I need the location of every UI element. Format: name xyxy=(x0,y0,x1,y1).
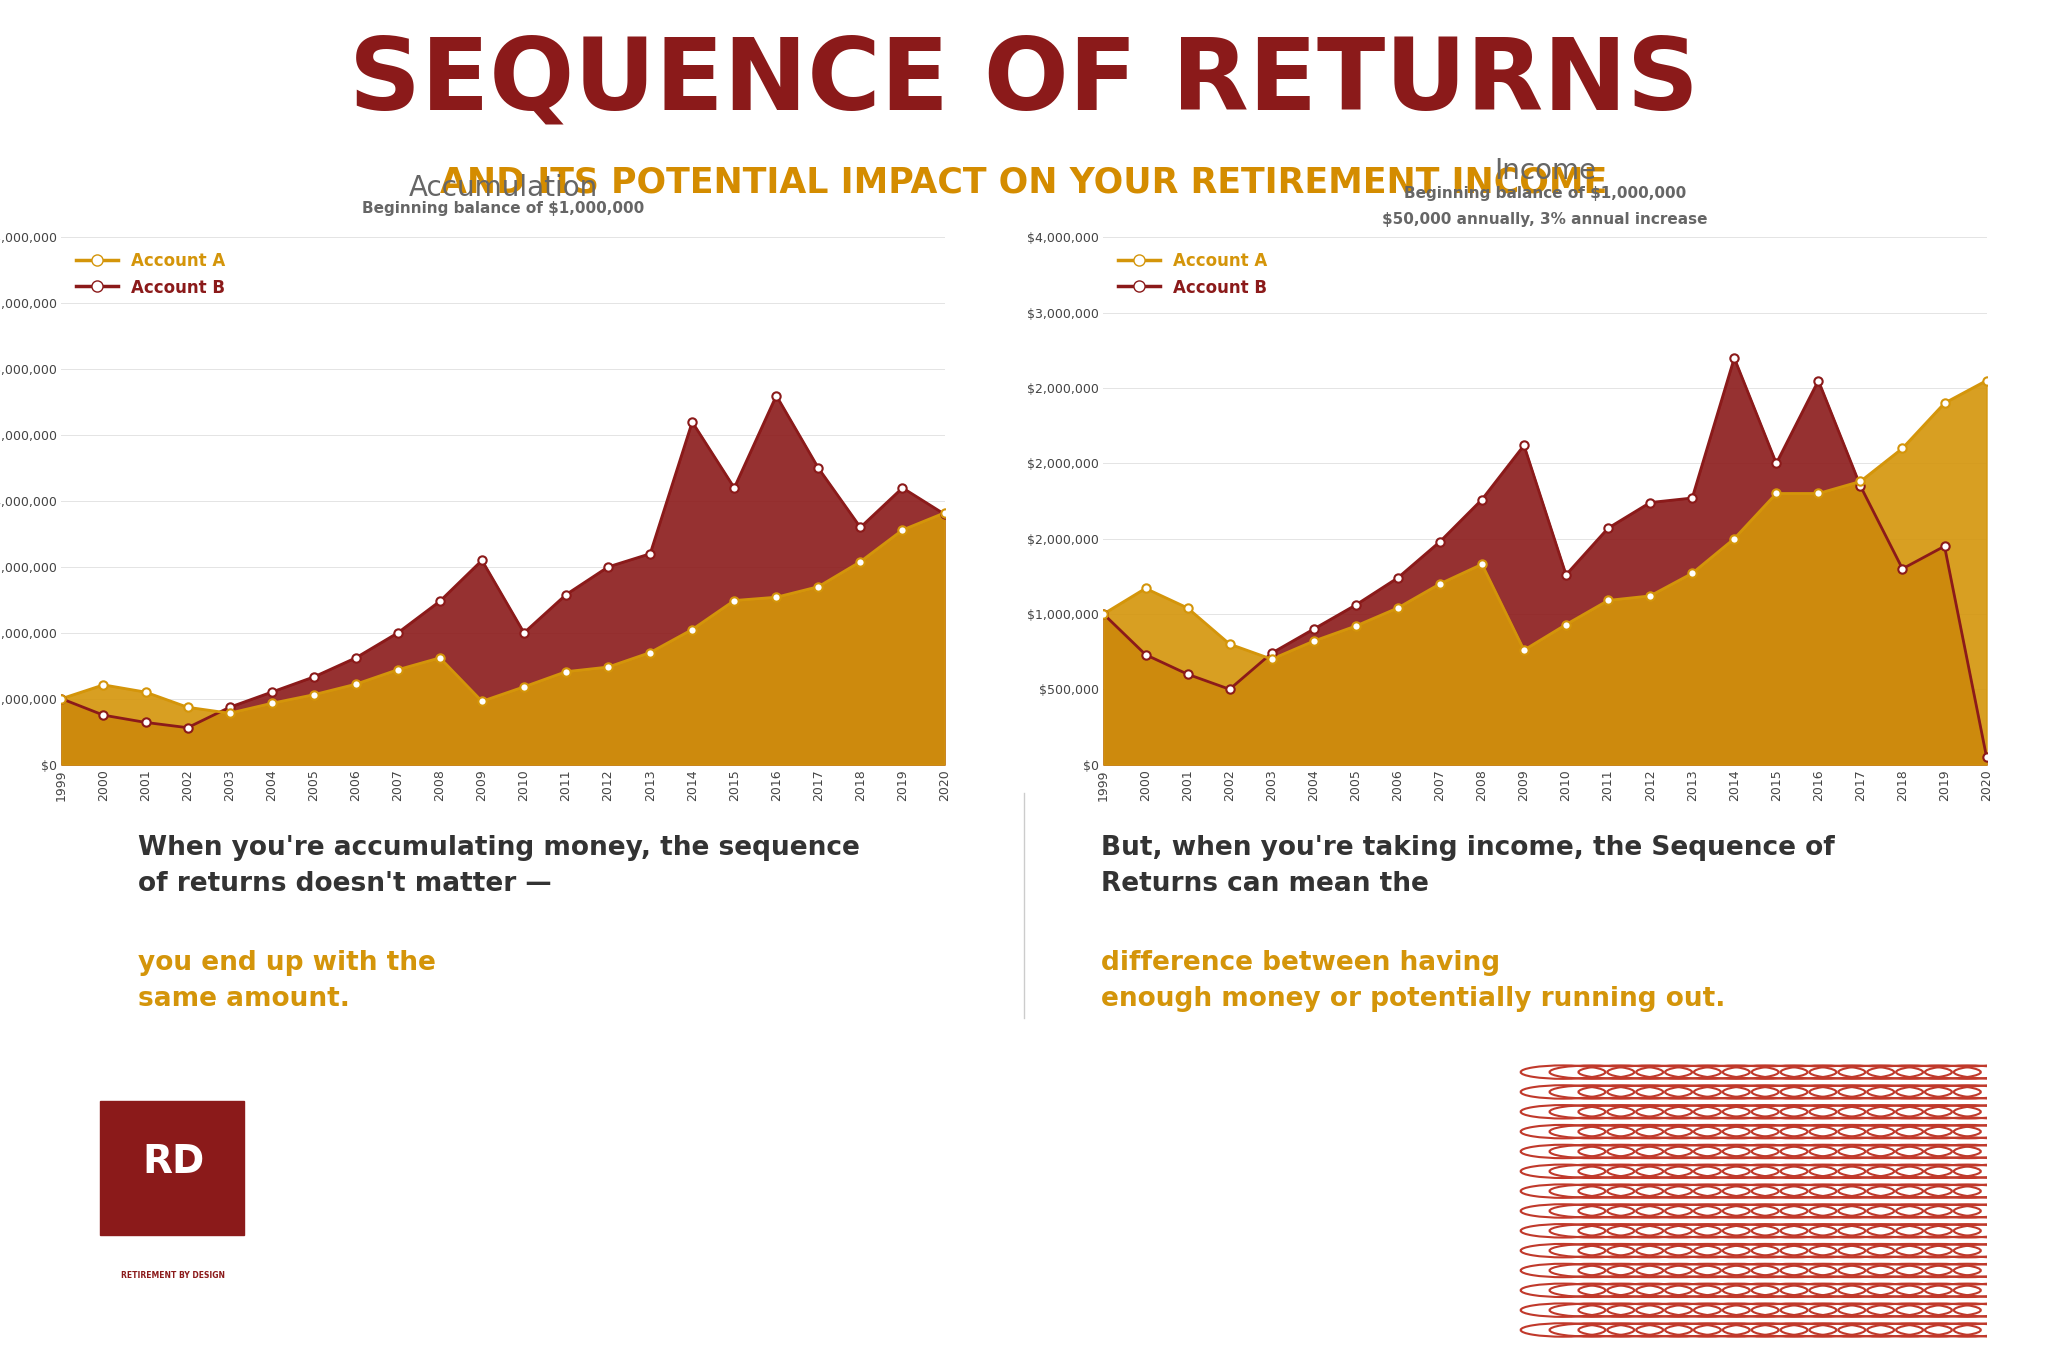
Text: RETIREMENT BY DESIGN: RETIREMENT BY DESIGN xyxy=(121,1271,225,1279)
Text: Beginning balance of $1,000,000: Beginning balance of $1,000,000 xyxy=(1403,186,1686,201)
Text: AND ITS POTENTIAL IMPACT ON YOUR RETIREMENT INCOME: AND ITS POTENTIAL IMPACT ON YOUR RETIREM… xyxy=(440,165,1608,199)
Title: Income: Income xyxy=(1493,157,1595,186)
Text: * https://ycharts.com/indicators/sp_500_total_return_annual: * https://ycharts.com/indicators/sp_500_… xyxy=(303,1290,602,1301)
Title: Accumulation: Accumulation xyxy=(408,173,598,202)
Legend: Account A, Account B: Account A, Account B xyxy=(70,246,231,303)
FancyBboxPatch shape xyxy=(90,1082,264,1314)
Text: 438539 2020-10-05 GIB: 438539 2020-10-05 GIB xyxy=(303,1330,422,1340)
Legend: Account A, Account B: Account A, Account B xyxy=(1112,246,1274,303)
Text: RD: RD xyxy=(141,1143,205,1181)
FancyBboxPatch shape xyxy=(100,1102,244,1235)
Text: The information presented above is provided for information purposes only. This : The information presented above is provi… xyxy=(303,1082,1159,1168)
Text: When you're accumulating money, the sequence
of returns doesn't matter —: When you're accumulating money, the sequ… xyxy=(139,835,860,897)
Text: difference between having
enough money or potentially running out.: difference between having enough money o… xyxy=(1102,950,1724,1013)
Text: $50,000 annually, 3% annual increase: $50,000 annually, 3% annual increase xyxy=(1382,212,1708,227)
Text: SEQUENCE OF RETURNS: SEQUENCE OF RETURNS xyxy=(348,33,1700,130)
Text: Beginning balance of $1,000,000: Beginning balance of $1,000,000 xyxy=(362,202,645,217)
Text: But, when you're taking income, the Sequence of
Returns can mean the: But, when you're taking income, the Sequ… xyxy=(1102,835,1835,897)
Text: you end up with the
same amount.: you end up with the same amount. xyxy=(139,950,436,1013)
